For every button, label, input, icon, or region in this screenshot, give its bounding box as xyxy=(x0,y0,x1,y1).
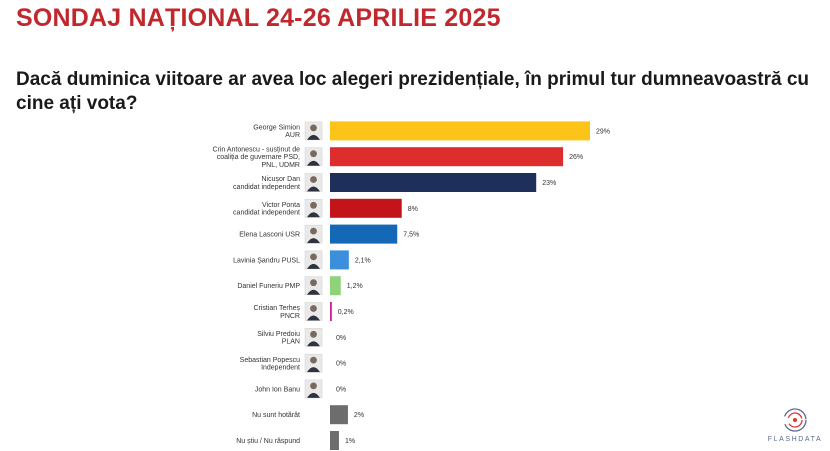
bar xyxy=(330,198,402,218)
bar xyxy=(330,250,349,270)
category-label: Nu știu / Nu răspund xyxy=(236,438,300,445)
category-label: Nu sunt hotărât xyxy=(252,412,300,419)
flashdata-logo-text: FLASHDATA xyxy=(767,436,823,443)
bar xyxy=(330,224,398,244)
candidate-photo xyxy=(304,302,323,321)
bar xyxy=(330,276,341,296)
value-label: 0,2% xyxy=(338,309,354,316)
category-label: Lavinia Șandru PUSL xyxy=(233,257,300,264)
survey-question: Dacă duminica viitoare ar avea loc alege… xyxy=(16,69,809,114)
value-label: 23% xyxy=(542,180,556,187)
value-label: 1,2% xyxy=(347,283,363,290)
value-label: 8% xyxy=(408,206,418,213)
candidate-photo xyxy=(304,379,323,399)
category-label: Cristian Terheș xyxy=(253,305,300,312)
category-label: John Ion Banu xyxy=(255,386,300,393)
bar xyxy=(330,302,332,321)
bar xyxy=(330,173,537,192)
value-label: 0% xyxy=(336,361,346,368)
value-label: 0% xyxy=(336,386,346,393)
candidate-photo xyxy=(304,250,323,270)
category-label: Silviu Predoiu xyxy=(257,331,300,338)
bar xyxy=(330,431,339,450)
candidate-photo xyxy=(304,224,323,244)
value-label: 2,1% xyxy=(355,257,371,264)
value-label: 1% xyxy=(345,438,355,445)
category-label: George Simion xyxy=(253,125,300,132)
candidate-photo xyxy=(304,276,323,295)
flashdata-logo-icon xyxy=(783,408,807,432)
category-label: PNL, UDMR xyxy=(261,162,300,169)
value-label: 2% xyxy=(354,412,364,419)
category-label: Sebastian Popescu xyxy=(240,357,300,364)
candidate-photo xyxy=(304,199,323,218)
value-label: 0% xyxy=(336,335,346,342)
category-label: Elena Lasconi USR xyxy=(239,232,300,239)
category-label: candidat independent xyxy=(233,184,300,191)
category-label: Crin Antonescu - susținut de xyxy=(212,147,300,154)
category-label: PLAN xyxy=(282,339,300,346)
page-title: SONDAJ NAȚIONAL 24-26 APRILIE 2025 xyxy=(16,4,501,32)
category-label: candidat independent xyxy=(233,210,300,217)
candidate-photo xyxy=(304,353,323,373)
category-label: Daniel Funeriu PMP xyxy=(237,283,300,290)
value-label: 7,5% xyxy=(403,232,419,239)
bar xyxy=(330,405,348,425)
category-label: Victor Ponta xyxy=(262,202,300,209)
category-label: coaliția de guvernare PSD, xyxy=(217,154,300,161)
flashdata-logo: FLASHDATA xyxy=(764,404,826,448)
category-label: Nicușor Dan xyxy=(261,176,300,183)
candidate-photo xyxy=(304,147,323,166)
candidate-photo xyxy=(304,173,323,192)
candidate-photo xyxy=(304,328,323,347)
bar xyxy=(330,147,564,167)
value-label: 29% xyxy=(596,128,610,135)
value-label: 26% xyxy=(569,154,583,161)
bar xyxy=(330,121,590,141)
category-label: PNCR xyxy=(280,313,300,320)
candidate-photo xyxy=(304,121,323,141)
category-label: AUR xyxy=(285,132,300,139)
category-label: Independent xyxy=(261,364,300,371)
